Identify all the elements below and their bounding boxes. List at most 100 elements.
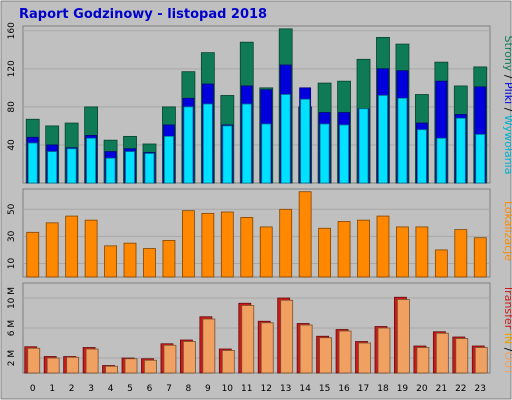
y-tick-label: 6 M (7, 320, 17, 336)
side-label-hits: Wywołania (502, 115, 512, 175)
bar-wywołania-15 (319, 123, 330, 184)
bar-locations-2 (65, 215, 79, 278)
side-label-slash-2: / (502, 104, 512, 115)
bar-locations-10 (220, 211, 234, 278)
bar-locations-11 (240, 217, 254, 278)
bar-transfer-out-15 (319, 337, 333, 374)
bar-wywołania-23 (475, 134, 486, 184)
bar-transfer-out-2 (66, 356, 80, 374)
bar-wywołania-8 (183, 106, 194, 184)
x-tick-label-5: 5 (127, 384, 133, 394)
y-tick-label: 10 (7, 257, 17, 269)
bar-transfer-out-7 (163, 344, 177, 374)
bar-wywołania-13 (280, 94, 291, 184)
bar-wywołania-3 (86, 137, 97, 184)
bar-locations-16 (337, 221, 351, 278)
x-tick-label-4: 4 (108, 384, 114, 394)
x-tick-label-8: 8 (186, 384, 192, 394)
bar-locations-9 (201, 212, 215, 278)
bar-locations-5 (123, 242, 137, 278)
bar-wywołania-10 (222, 125, 233, 184)
x-tick-label-9: 9 (205, 384, 211, 394)
x-tick-label-14: 14 (299, 384, 311, 394)
x-tick-label-2: 2 (69, 384, 75, 394)
bar-locations-7 (162, 240, 176, 278)
bar-transfer-out-5 (124, 358, 138, 374)
side-label-transfer-word: Transfer (502, 284, 512, 330)
bar-locations-19 (396, 226, 409, 278)
x-tick-label-7: 7 (166, 384, 172, 394)
bar-transfer-out-6 (144, 359, 157, 374)
bar-wywołania-11 (241, 103, 252, 184)
y-tick-label: 40 (7, 139, 17, 151)
locations-panel: 10 30 50 (7, 188, 491, 278)
x-tick-label-6: 6 (147, 384, 153, 394)
x-tick-label-20: 20 (416, 384, 428, 394)
x-tick-label-12: 12 (261, 384, 272, 394)
bar-transfer-out-20 (416, 347, 430, 374)
x-tick-label-0: 0 (30, 384, 36, 394)
bar-transfer-out-9 (202, 318, 216, 374)
hour-axis: 0 1 2 3 4 5 6 7 8 9 10 11 12 13 14 15 16 17 18 19 20 21 22 23 (30, 384, 486, 394)
bar-transfer-out-11 (241, 305, 255, 374)
bar-wywołania-14 (300, 98, 311, 184)
x-tick-label-15: 15 (319, 384, 330, 394)
x-tick-label-23: 23 (475, 384, 486, 394)
bar-transfer-out-1 (46, 357, 60, 374)
x-tick-label-11: 11 (241, 384, 252, 394)
x-tick-label-1: 1 (49, 384, 55, 394)
bar-transfer-out-12 (260, 322, 274, 374)
x-tick-label-16: 16 (338, 384, 350, 394)
transfer-panel: 2 M 6 M 10 M (7, 282, 491, 374)
bar-transfer-out-0 (27, 347, 41, 374)
x-tick-label-22: 22 (455, 384, 466, 394)
x-tick-label-3: 3 (88, 384, 94, 394)
bar-wywołania-12 (261, 123, 272, 184)
bar-wywołania-4 (105, 157, 116, 184)
bar-locations-21 (434, 249, 448, 278)
x-tick-label-13: 13 (280, 384, 291, 394)
y-tick-label: 10 M (7, 287, 17, 309)
bar-locations-4 (104, 245, 117, 278)
bar-wywołania-16 (339, 124, 349, 184)
bar-transfer-out-13 (280, 299, 294, 374)
side-label-out: OUT (502, 351, 512, 375)
side-label-slash-1: / (502, 71, 512, 82)
bar-wywołania-1 (47, 151, 58, 184)
bar-transfer-out-3 (85, 348, 99, 374)
bar-transfer-out-4 (105, 365, 118, 374)
bar-transfer-out-17 (358, 342, 371, 374)
bar-wywołania-9 (202, 103, 213, 184)
y-tick-label: 160 (7, 22, 17, 39)
bar-transfer-out-8 (182, 341, 196, 374)
x-tick-label-17: 17 (358, 384, 369, 394)
y-tick-label: 2 M (7, 350, 17, 366)
plot-area-1 (22, 188, 491, 278)
y-tick-label: 120 (7, 60, 17, 77)
x-tick-label-18: 18 (377, 384, 389, 394)
bar-locations-20 (415, 226, 429, 278)
bar-locations-1 (45, 222, 59, 278)
bar-transfer-out-16 (338, 330, 352, 374)
bar-wywołania-17 (358, 108, 369, 184)
bar-wywołania-2 (66, 148, 77, 184)
bar-transfer-out-19 (397, 299, 410, 374)
bar-wywołania-18 (378, 95, 388, 184)
bar-wywołania-0 (27, 142, 38, 184)
bar-wywołania-7 (164, 135, 174, 184)
bar-locations-3 (84, 219, 98, 278)
bar-locations-17 (357, 219, 370, 278)
x-tick-label-10: 10 (222, 384, 234, 394)
x-tick-label-19: 19 (397, 384, 409, 394)
y-tick-label: 50 (7, 203, 17, 215)
bar-transfer-out-22 (455, 338, 469, 374)
bar-locations-18 (376, 215, 390, 278)
chart-title: Raport Godzinowy - listopad 2018 (19, 7, 267, 22)
side-label-transfer: Transfer IN /OUT (502, 284, 512, 375)
bar-transfer-out-10 (221, 350, 235, 374)
bar-wywołania-5 (125, 151, 135, 184)
bar-locations-6 (143, 248, 156, 278)
bar-locations-22 (454, 229, 468, 278)
bar-wywołania-22 (455, 117, 466, 184)
